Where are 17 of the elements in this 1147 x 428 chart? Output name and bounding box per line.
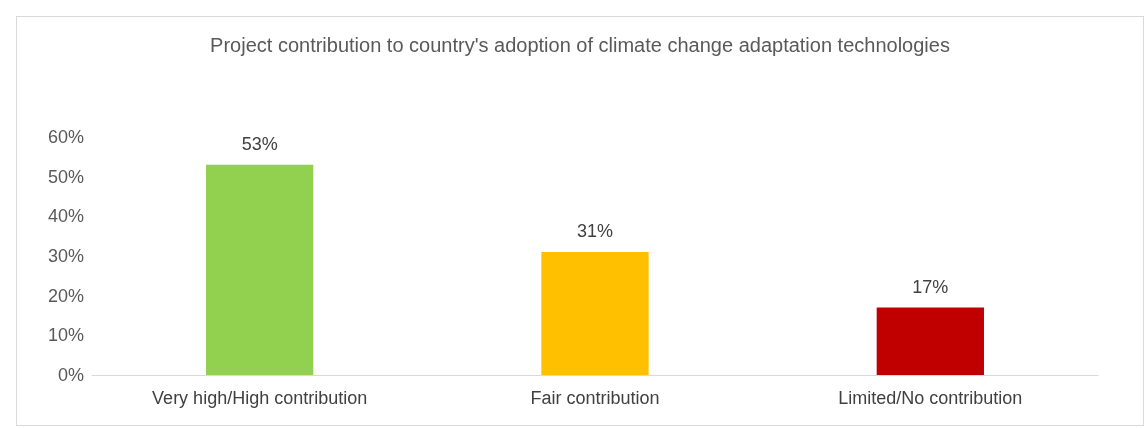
data-label: 31%: [576, 221, 614, 242]
y-tick-label: 10%: [47, 325, 84, 346]
x-tick-label: Fair contribution: [530, 388, 660, 408]
x-tick-label: Very high/High contribution: [152, 388, 368, 408]
bar: [206, 164, 314, 375]
data-label: 53%: [241, 133, 278, 154]
x-tick-label: Limited/No contribution: [838, 388, 1023, 408]
bar: [876, 307, 984, 375]
chart-title: Project contribution to country's adoption of climate change adaptation technologies: [210, 34, 950, 56]
bar: [541, 252, 649, 375]
y-tick-label: 20%: [47, 285, 84, 306]
y-tick-label: 30%: [47, 246, 84, 266]
data-label: 17%: [912, 276, 949, 297]
y-tick-label: 0%: [57, 365, 84, 385]
y-tick-label: 50%: [47, 166, 84, 187]
y-tick-label: 40%: [47, 206, 84, 227]
y-tick-label: 60%: [47, 127, 84, 147]
